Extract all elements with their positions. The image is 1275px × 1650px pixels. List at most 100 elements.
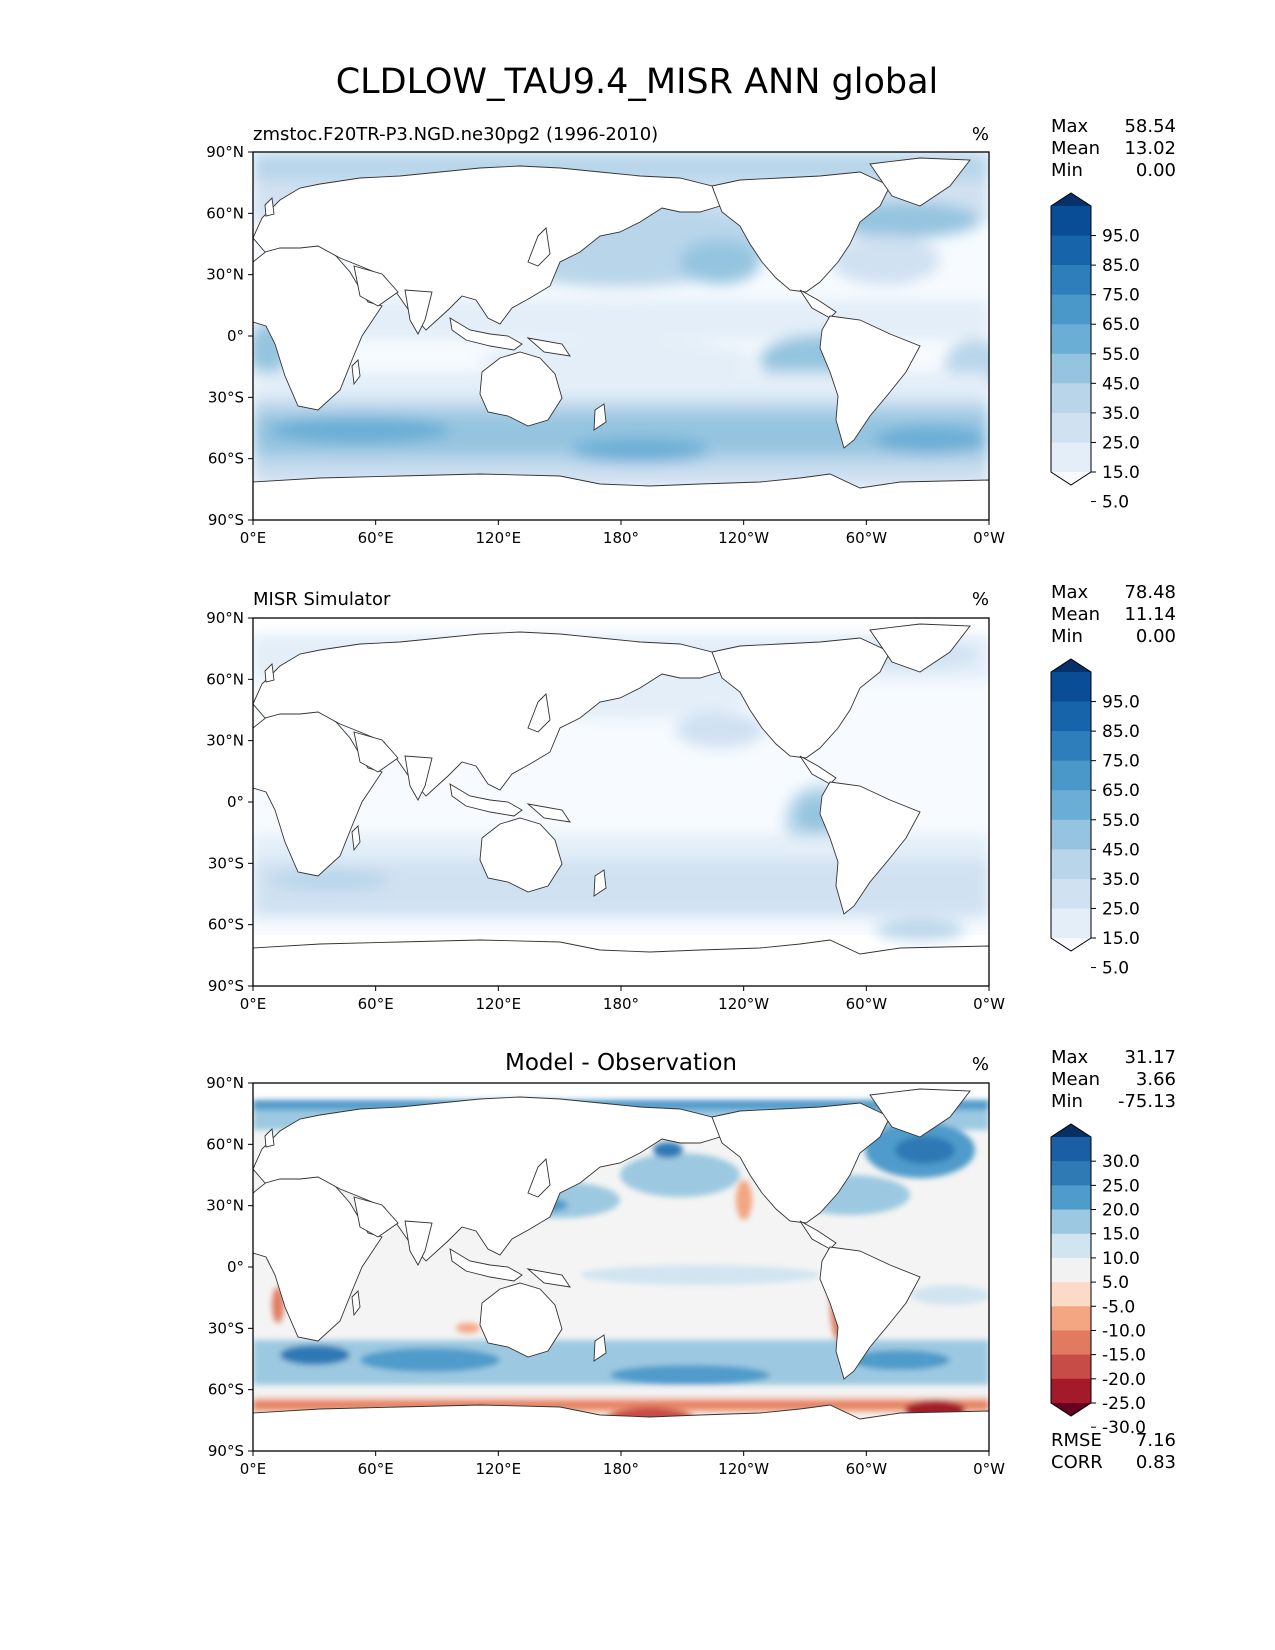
lon-tick-label: 120°E	[476, 995, 522, 1013]
colorbar-tick-label: 5.0	[1102, 1273, 1129, 1293]
stat-label: Mean	[1051, 1069, 1100, 1090]
colorbar-tick-label: 55.0	[1102, 811, 1140, 831]
panel-model-units: %	[972, 124, 989, 145]
lat-tick-label: 60°S	[208, 1381, 244, 1399]
lon-tick-label: 180°	[603, 529, 639, 547]
colorbar-bin	[1051, 849, 1091, 880]
colorbar-tick-label: 20.0	[1102, 1201, 1140, 1221]
colorbar-bin	[1051, 701, 1091, 732]
colorbar-tick-label: 15.0	[1102, 929, 1140, 949]
lon-tick-label: 120°W	[718, 1460, 769, 1478]
lat-tick-label: 60°S	[208, 450, 244, 468]
colorbar-tick-label: -20.0	[1102, 1370, 1146, 1390]
colorbar-bin	[1051, 1257, 1091, 1283]
colorbar-bin	[1051, 1137, 1091, 1162]
colorbar-tick-label: 95.0	[1102, 227, 1140, 247]
stat-value: 0.83	[1136, 1452, 1176, 1473]
lon-tick-label: 120°E	[476, 1460, 522, 1478]
colorbar-bin	[1051, 1306, 1091, 1332]
colorbar-tick-label: 65.0	[1102, 315, 1140, 335]
colorbar-tick-label: -25.0	[1102, 1394, 1146, 1414]
colorbar-tick-label: 25.0	[1102, 433, 1140, 453]
colorbar-bin	[1051, 1209, 1091, 1235]
colorbar-tick-label: 75.0	[1102, 752, 1140, 772]
colorbar-extend-min	[1051, 938, 1091, 951]
colorbar-tick-label: 5.0	[1102, 959, 1129, 979]
colorbar-bin	[1051, 1330, 1091, 1356]
lon-tick-label: 120°W	[718, 529, 769, 547]
colorbar-tick-label: 95.0	[1102, 693, 1140, 713]
stat-label: Max	[1051, 1047, 1089, 1068]
colorbar-tick-label: -10.0	[1102, 1321, 1146, 1341]
lat-tick-label: 60°S	[208, 916, 244, 934]
stat-label: Max	[1051, 582, 1089, 603]
stat-value: 11.14	[1124, 604, 1176, 625]
lat-tick-label: 90°N	[206, 609, 244, 627]
lon-tick-label: 0°E	[240, 1460, 267, 1478]
colorbar-bin	[1051, 1233, 1091, 1259]
colorbar-bin	[1051, 206, 1091, 237]
lat-tick-label: 0°	[227, 793, 244, 811]
lon-tick-label: 60°W	[846, 1460, 888, 1478]
stat-value: 0.00	[1136, 626, 1176, 647]
colorbar-bin	[1051, 1354, 1091, 1380]
colorbar-bin	[1051, 790, 1091, 821]
panel-diff-center-title: Model - Observation	[505, 1050, 737, 1076]
lon-tick-label: 120°W	[718, 995, 769, 1013]
colorbar-bin	[1051, 265, 1091, 296]
lon-tick-label: 180°	[603, 1460, 639, 1478]
colorbar-tick-label: 10.0	[1102, 1249, 1140, 1269]
colorbar-bin	[1051, 353, 1091, 384]
colorbar-tick-label: 25.0	[1102, 1176, 1140, 1196]
colorbar-tick-label: 30.0	[1102, 1152, 1140, 1172]
colorbar-tick-label: 55.0	[1102, 345, 1140, 365]
stats-layer: Max 58.54 Mean 13.02 Min 0.00 Max 78.48 Mean 11.1…	[1051, 116, 1176, 1473]
colorbar-tick-label: -30.0	[1102, 1418, 1146, 1438]
colorbar-bin	[1051, 1378, 1091, 1404]
lon-tick-label: 120°E	[476, 529, 522, 547]
colorbar-tick-label: 5.0	[1102, 493, 1129, 513]
stat-value: 58.54	[1124, 116, 1176, 137]
stat-label: Min	[1051, 160, 1083, 181]
colorbar-extend-max	[1051, 193, 1091, 206]
lat-tick-label: 90°N	[206, 1074, 244, 1092]
stat-label: Max	[1051, 116, 1089, 137]
lat-tick-label: 30°N	[206, 1197, 244, 1215]
stat-label: Min	[1051, 1091, 1083, 1112]
stat-label: Mean	[1051, 604, 1100, 625]
lon-tick-label: 0°E	[240, 529, 267, 547]
lon-tick-label: 180°	[603, 995, 639, 1013]
lat-tick-label: 90°N	[206, 143, 244, 161]
colorbar-bin	[1051, 383, 1091, 414]
lat-tick-label: 30°S	[208, 1319, 244, 1337]
lon-tick-label: 60°E	[358, 1460, 394, 1478]
lat-tick-label: 0°	[227, 1258, 244, 1276]
lat-tick-label: 60°N	[206, 204, 244, 222]
colorbar-bin	[1051, 1282, 1091, 1307]
colorbar-bin	[1051, 819, 1091, 850]
colorbar-tick-label: 35.0	[1102, 870, 1140, 890]
lat-tick-label: 90°S	[208, 511, 244, 529]
colorbar-tick-label: 85.0	[1102, 256, 1140, 276]
panel-obs: MISR Simulator %	[252, 589, 990, 987]
stat-label: Min	[1051, 626, 1083, 647]
lat-tick-label: 90°S	[208, 977, 244, 995]
lon-tick-label: 60°W	[846, 529, 888, 547]
colorbar-extend-max	[1051, 659, 1091, 672]
colorbar-tick-label: 75.0	[1102, 286, 1140, 306]
stat-value: 13.02	[1124, 138, 1176, 159]
colorbar-bin	[1051, 760, 1091, 791]
lat-tick-label: 30°N	[206, 732, 244, 750]
lon-tick-label: 0°W	[973, 1460, 1005, 1478]
colorbar-bin	[1051, 672, 1091, 703]
stat-label: Mean	[1051, 138, 1100, 159]
lat-tick-label: 60°N	[206, 1135, 244, 1153]
lon-tick-label: 60°E	[358, 995, 394, 1013]
stat-value: 7.16	[1136, 1430, 1176, 1451]
colorbar-bin	[1051, 412, 1091, 444]
colorbar-layer: 95.0 85.0 75.0 65.0 55.0 45.0 35.0 25.0 15.0 5.0 9…	[1050, 192, 1146, 1438]
colorbar-tick-label: 15.0	[1102, 463, 1140, 483]
colorbar-extend-min	[1051, 1403, 1091, 1416]
lat-tick-label: 30°N	[206, 266, 244, 284]
lat-tick-label: 60°N	[206, 670, 244, 688]
